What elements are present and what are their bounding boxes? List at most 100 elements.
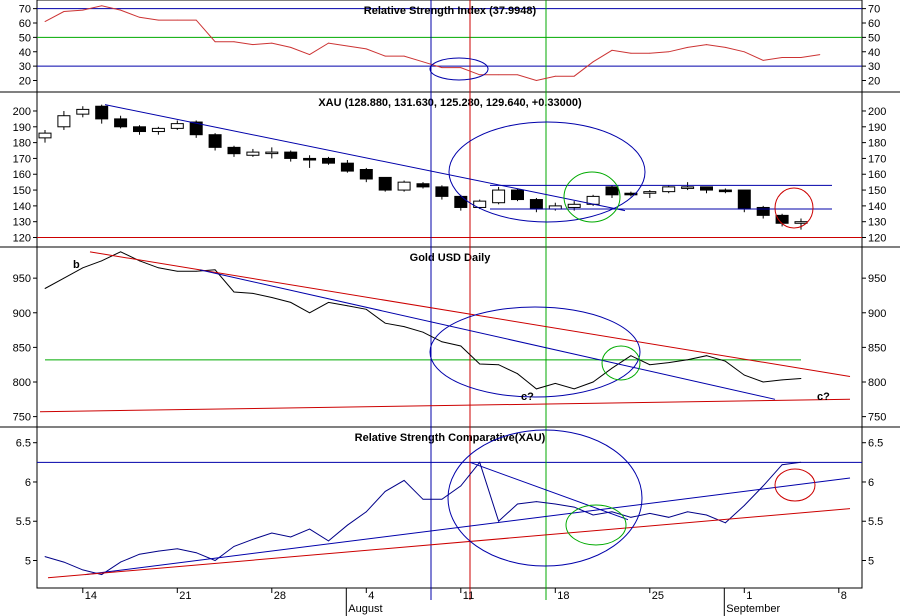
rsc-blue-trendline	[84, 477, 851, 576]
data-point	[139, 16, 140, 18]
y-tick-label-right: 5.5	[868, 516, 883, 528]
data-point	[800, 378, 802, 379]
rsc-red-ellipse	[774, 468, 816, 502]
data-point	[252, 44, 254, 45]
x-tick-label: 18	[557, 590, 569, 602]
data-point	[554, 503, 556, 505]
x-tick-label: 14	[85, 590, 97, 602]
data-point	[479, 363, 481, 365]
data-point	[158, 19, 159, 21]
data-point	[422, 498, 424, 500]
data-point	[214, 269, 216, 271]
y-tick-label-right: 30	[868, 61, 880, 73]
series-line	[44, 461, 802, 576]
data-point	[347, 305, 348, 307]
data-point	[384, 55, 386, 57]
y-tick-label-right: 750	[868, 412, 886, 424]
rsc-ellipse	[447, 429, 643, 567]
data-point	[233, 545, 235, 547]
candle	[492, 189, 506, 204]
data-point	[82, 267, 84, 269]
data-point	[441, 498, 443, 500]
data-point	[158, 267, 159, 269]
candle	[133, 126, 146, 133]
y-tick-label-right: 40	[868, 47, 880, 59]
candle	[95, 105, 109, 120]
data-point	[781, 57, 783, 58]
rsi-ellipse	[429, 57, 489, 81]
candle	[265, 151, 279, 155]
x-tick-label: 4	[368, 590, 374, 602]
y-tick-label-right: 130	[868, 217, 886, 229]
data-point	[101, 574, 103, 576]
gold-ellipse	[429, 306, 641, 398]
data-point	[592, 381, 594, 383]
data-point	[762, 59, 764, 61]
data-point	[271, 532, 273, 534]
panel-title: XAU (128.880, 131.630, 125.280, 129.640,…	[318, 97, 582, 109]
data-point	[554, 382, 556, 384]
data-point	[611, 49, 613, 51]
data-point	[176, 548, 178, 550]
data-point	[781, 464, 783, 466]
xau-ellipse	[448, 121, 646, 223]
data-point	[630, 516, 632, 518]
data-point	[384, 491, 386, 492]
x-tick-label: 11	[463, 590, 474, 602]
candle	[284, 151, 298, 159]
data-point	[309, 312, 310, 314]
data-point	[271, 297, 273, 298]
candle	[57, 115, 71, 128]
y-tick-label-right: 950	[868, 273, 886, 285]
data-point	[44, 556, 46, 557]
y-tick-label-left: 190	[13, 122, 31, 134]
data-point	[441, 67, 443, 68]
gold-red-support	[39, 398, 851, 413]
data-point	[479, 461, 481, 463]
y-tick-label-right: 200	[868, 106, 886, 118]
y-tick-label-right: 900	[868, 308, 886, 320]
candle	[681, 186, 695, 189]
data-point	[498, 74, 499, 76]
y-tick-label-right: 6.5	[868, 438, 883, 450]
x-tick-label: 28	[274, 590, 286, 602]
candle	[76, 108, 90, 115]
x-month-label: September	[726, 603, 780, 615]
y-tick-label-left: 850	[13, 342, 31, 354]
y-tick-label-left: 30	[19, 61, 31, 73]
y-tick-label-right: 850	[868, 342, 886, 354]
data-point	[611, 367, 613, 369]
data-point	[479, 74, 481, 76]
x-tick-label: 8	[841, 590, 847, 602]
candle	[378, 176, 392, 191]
y-tick-label-right: 170	[868, 153, 886, 165]
data-point	[365, 48, 367, 50]
data-point	[725, 360, 726, 362]
data-point	[668, 516, 670, 518]
y-tick-label-right: 150	[868, 185, 886, 197]
data-point	[573, 506, 575, 508]
candle	[340, 162, 354, 172]
data-point	[290, 47, 292, 48]
y-tick-label-right: 20	[868, 76, 880, 88]
data-point	[365, 511, 367, 513]
data-point	[63, 11, 65, 12]
y-tick-label-left: 120	[13, 233, 31, 245]
data-point	[309, 54, 310, 56]
candle	[416, 183, 430, 188]
y-tick-label-left: 20	[19, 76, 31, 88]
data-point	[573, 388, 575, 390]
x-tick-label: 25	[652, 590, 664, 602]
y-tick-label-right: 60	[868, 18, 880, 30]
data-point	[82, 569, 84, 571]
data-point	[460, 485, 462, 487]
data-point	[554, 75, 556, 77]
wave-label-c2: c?	[817, 391, 830, 403]
gold-blue-trendline	[199, 269, 776, 400]
y-tick-label-right: 50	[868, 32, 880, 44]
data-point	[290, 301, 292, 303]
candle	[114, 118, 128, 128]
y-tick-label-left: 60	[19, 18, 31, 30]
y-tick-label-right: 6	[868, 477, 874, 489]
candle	[473, 200, 487, 208]
